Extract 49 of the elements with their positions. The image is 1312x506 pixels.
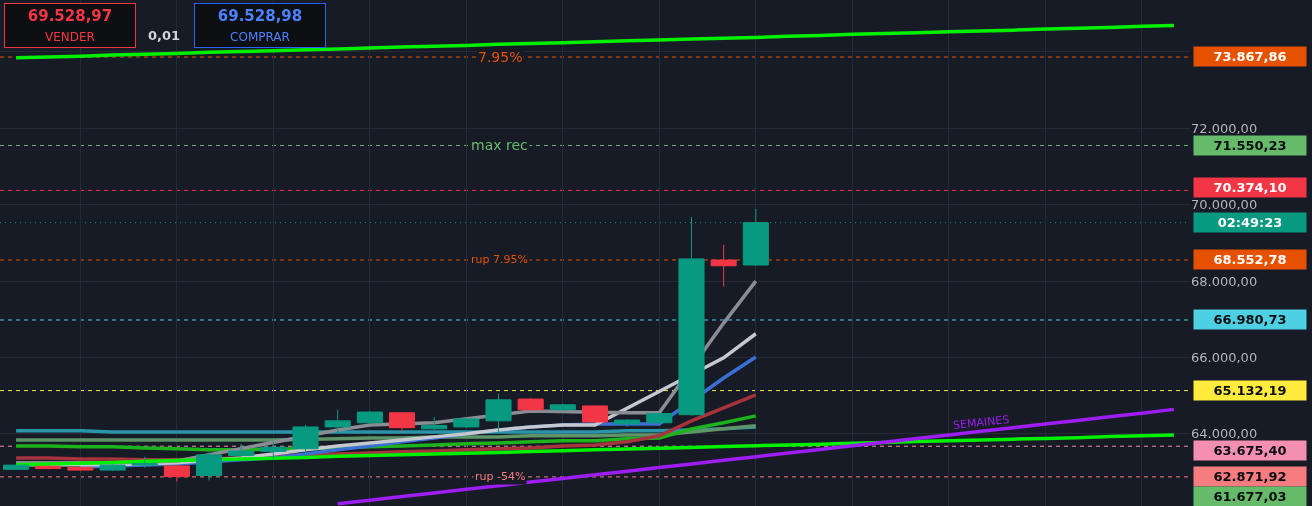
ref-line-label: 73.867,86 [1213, 49, 1287, 64]
y-tick-label: 68.000,00 [1191, 273, 1258, 289]
text: 61.677,03 [1213, 489, 1287, 504]
candlestick [324, 409, 351, 434]
candlestick [99, 464, 126, 472]
candlestick [228, 443, 255, 457]
candlestick [388, 411, 416, 433]
candlestick [292, 424, 319, 456]
candlestick [163, 465, 190, 483]
candlestick [3, 464, 30, 471]
annotation: 69.528,97 [27, 7, 113, 25]
candlestick [421, 416, 448, 431]
candlestick [710, 244, 737, 288]
text: SEMAINES [952, 413, 1010, 432]
text: 02:49:23 [1217, 215, 1283, 230]
ref-line-label: 71.550,23 [1213, 138, 1287, 153]
annotation: 7.95% [478, 49, 523, 65]
candlestick [517, 397, 544, 412]
annotation: rup -54% [475, 470, 526, 483]
annotation: VENDER [45, 29, 95, 44]
line-series [14, 23, 1176, 60]
line-series [14, 433, 1176, 467]
y-tick-label: 72.000,00 [1191, 120, 1258, 136]
ref-line-label: 66.980,73 [1213, 312, 1287, 327]
ref-line-label: 68.552,78 [1213, 252, 1287, 267]
candlestick [646, 412, 673, 425]
ref-line-label: 63.675,40 [1213, 443, 1287, 458]
y-tick-label: 66.000,00 [1191, 350, 1258, 365]
ref-line-label: 65.132,19 [1213, 383, 1287, 398]
annotation: COMPRAR [230, 29, 290, 44]
annotation: max rec [471, 137, 528, 153]
candlestick [581, 405, 609, 424]
candlestick [356, 410, 383, 425]
ref-line-label: 70.374,10 [1213, 180, 1287, 195]
annotation: 69.528,98 [217, 7, 303, 25]
candlestick [549, 403, 576, 412]
annotation: rup 7.95% [471, 253, 528, 266]
annotation: 0,01 [148, 28, 181, 43]
candlestick [131, 456, 158, 469]
candlestick [614, 418, 641, 428]
y-tick-label: 64.000,00 [1191, 426, 1258, 442]
line-series [335, 407, 1176, 506]
candlestick [260, 440, 287, 461]
candlestick [453, 417, 480, 429]
ref-line-label: 62.871,92 [1213, 469, 1287, 484]
candlestick [196, 451, 223, 481]
candlestick [485, 393, 512, 434]
candlestick [67, 466, 94, 472]
y-tick-label: 70.000,00 [1191, 197, 1258, 213]
